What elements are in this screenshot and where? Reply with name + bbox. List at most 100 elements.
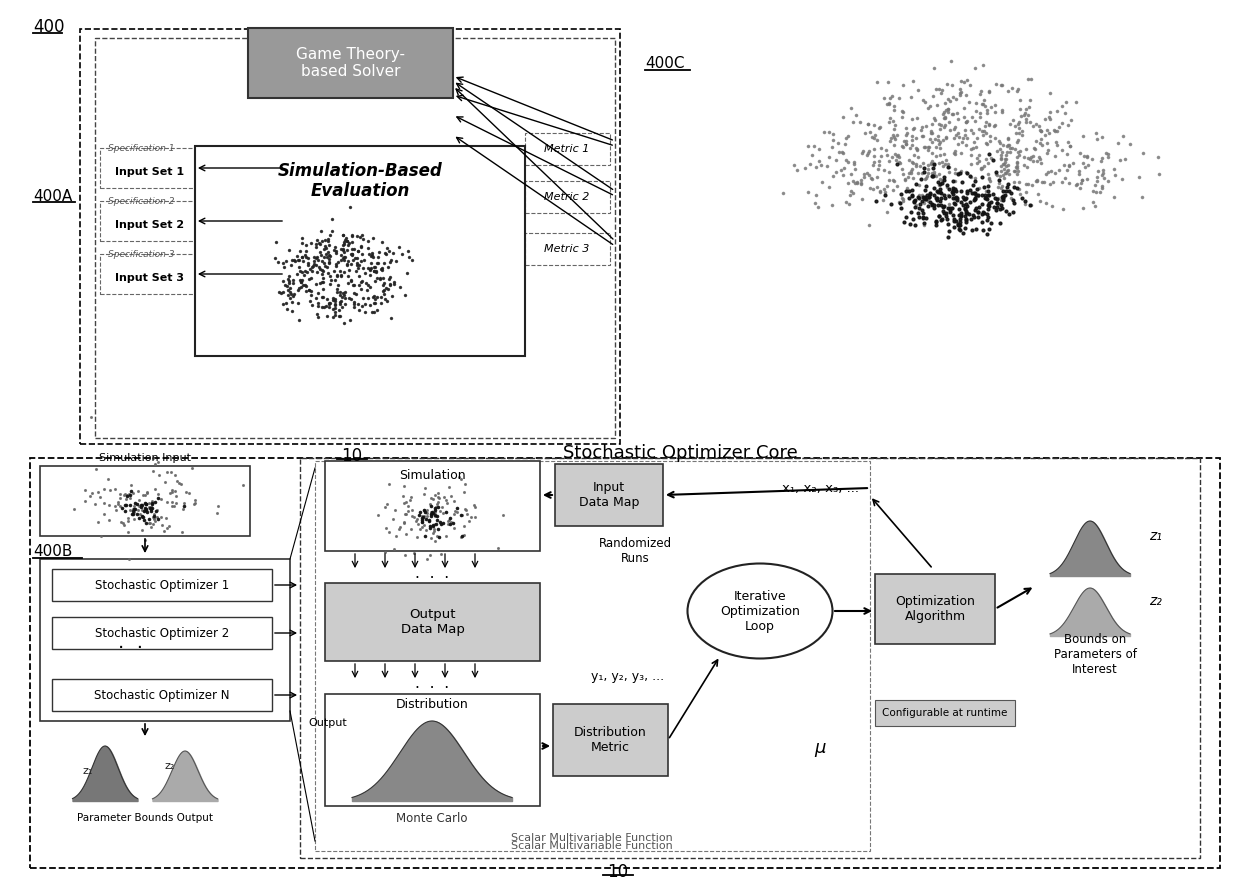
Point [940, 165, 960, 179]
Point [326, 244, 346, 258]
Point [322, 211, 342, 226]
Point [433, 500, 453, 514]
Point [117, 487, 136, 502]
Point [371, 272, 391, 287]
Point [161, 499, 181, 513]
Point [947, 106, 967, 120]
Point [159, 519, 179, 533]
Point [890, 156, 910, 170]
Point [351, 239, 371, 254]
Point [1058, 135, 1078, 150]
Point [928, 185, 947, 199]
Point [859, 218, 879, 232]
Point [921, 124, 941, 138]
Point [918, 140, 937, 154]
Bar [525, 181, 610, 213]
Point [325, 301, 345, 315]
Point [1011, 102, 1030, 116]
Point [140, 516, 160, 530]
Point [141, 504, 161, 518]
Point [898, 170, 918, 185]
Point [893, 78, 913, 92]
Point [356, 275, 376, 289]
Point [324, 243, 343, 257]
Point [956, 205, 976, 220]
Point [340, 313, 360, 327]
Point [394, 515, 414, 530]
Point [991, 151, 1011, 166]
Point [843, 173, 863, 187]
Point [915, 183, 935, 197]
Point [1059, 177, 1079, 191]
Point [459, 513, 479, 528]
Point [339, 254, 358, 269]
Point [144, 511, 164, 525]
Bar [556, 464, 663, 526]
Point [924, 167, 944, 181]
Point [296, 250, 316, 264]
Point [379, 477, 399, 491]
Point [417, 505, 436, 520]
Point [166, 489, 186, 504]
Point [892, 110, 911, 125]
Point [295, 278, 315, 292]
Point [376, 500, 396, 514]
Point [1094, 163, 1114, 177]
Point [335, 253, 355, 267]
Point [899, 166, 919, 180]
Point [951, 194, 971, 209]
Point [99, 513, 119, 527]
Point [430, 504, 450, 518]
Point [379, 279, 399, 293]
Point [973, 159, 993, 173]
Point [944, 196, 963, 211]
Point [952, 135, 972, 150]
Point [306, 265, 326, 280]
Point [906, 159, 926, 173]
Point [310, 245, 330, 259]
Point [360, 246, 379, 261]
Point [128, 503, 148, 517]
Point [945, 162, 965, 177]
Point [401, 489, 420, 504]
Point [932, 177, 952, 191]
Point [273, 273, 293, 288]
Point [316, 241, 336, 255]
Point [334, 244, 353, 258]
Point [350, 268, 370, 282]
Text: 400: 400 [33, 18, 64, 36]
Point [908, 150, 928, 164]
Point [976, 115, 996, 129]
Point [823, 169, 843, 184]
Point [296, 279, 316, 293]
Point [867, 170, 887, 185]
Point [433, 516, 453, 530]
Point [1070, 181, 1090, 195]
Point [977, 103, 997, 117]
Point [942, 185, 962, 199]
Point [965, 194, 985, 208]
Point [1060, 139, 1080, 153]
Point [278, 271, 298, 286]
Point [883, 183, 903, 197]
Point [954, 101, 973, 116]
Point [443, 516, 463, 530]
Point [136, 516, 156, 530]
Point [330, 264, 350, 279]
Point [930, 172, 950, 186]
Point [1085, 199, 1105, 213]
Point [999, 207, 1019, 221]
Point [880, 197, 900, 211]
Point [1039, 125, 1059, 140]
Point [330, 285, 350, 299]
Point [1012, 108, 1032, 123]
Point [1043, 199, 1063, 213]
Point [326, 259, 346, 273]
Point [289, 260, 309, 274]
Point [314, 281, 334, 296]
Point [1086, 185, 1106, 199]
Point [415, 522, 435, 537]
Point [115, 492, 135, 506]
Point [1120, 137, 1140, 151]
Point [864, 149, 884, 163]
